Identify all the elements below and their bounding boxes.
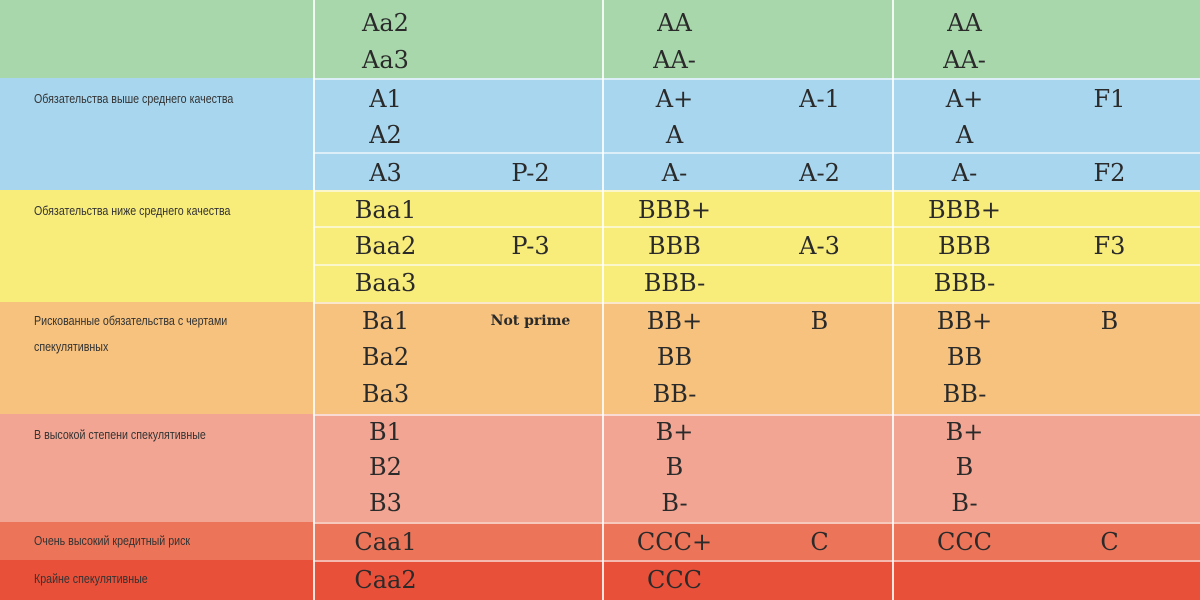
fitch-long-term-rating: A- [951,158,978,187]
band-high-quality [0,0,1200,78]
moodys-short-term-rating: P-3 [511,231,550,260]
category-very-high-risk: Очень высокий кредитный риск [34,533,191,548]
category-below-average: Обязательства ниже среднего качества [34,203,231,218]
sp-short-term-rating: B [810,306,829,335]
sp-long-term-rating: B- [661,488,688,517]
fitch-long-term-rating: BBB+ [927,195,1002,224]
fitch-long-term-rating: CCC [936,527,993,556]
band-above-average [0,78,1200,190]
fitch-long-term-rating: AA [947,8,982,37]
fitch-short-term-rating: F2 [1093,158,1126,187]
moodys-long-term-rating: Ba1 [361,306,410,335]
fitch-long-term-rating: B [955,452,974,481]
row-divider [313,226,1200,228]
sp-short-term-rating: A-2 [799,158,840,187]
moodys-long-term-rating: A1 [369,84,402,113]
category-above-average: Обязательства выше среднего качества [34,91,234,106]
column-divider [602,0,604,600]
moodys-long-term-rating: B1 [369,417,402,446]
moodys-long-term-rating: Baa1 [354,195,417,224]
fitch-long-term-rating: A+ [945,84,984,113]
fitch-long-term-rating: BB- [942,379,987,408]
moodys-long-term-rating: Ba2 [361,342,410,371]
moodys-long-term-rating: A2 [369,120,402,149]
row-divider [313,302,1200,304]
sp-long-term-rating: AA [657,8,692,37]
moodys-long-term-rating: Ba3 [361,379,410,408]
sp-long-term-rating: BB- [652,379,697,408]
moodys-long-term-rating: Aa3 [362,45,409,74]
sp-short-term-rating: A-3 [799,231,840,260]
fitch-long-term-rating: BB [946,342,983,371]
moodys-short-term-rating: P-2 [511,158,550,187]
sp-long-term-rating: CCC [646,565,703,594]
band-very-high-risk [0,522,1200,560]
band-below-average [0,190,1200,302]
fitch-long-term-rating: BB+ [936,306,993,335]
category-highly-speculative: В высокой степени спекулятивные [34,427,206,442]
fitch-short-term-rating: C [1100,527,1119,556]
sp-short-term-rating: C [810,527,829,556]
row-divider [313,190,1200,192]
moodys-long-term-rating: Caa2 [354,565,417,594]
sp-long-term-rating: BBB+ [637,195,712,224]
fitch-long-term-rating: AA- [943,45,986,74]
fitch-long-term-rating: B- [951,488,978,517]
row-divider [313,264,1200,266]
moodys-long-term-rating: B3 [369,488,402,517]
band-risky [0,302,1200,414]
fitch-long-term-rating: BBB- [933,268,996,297]
fitch-short-term-rating: B [1100,306,1119,335]
sp-long-term-rating: BB+ [646,306,703,335]
moodys-long-term-rating: Aa2 [362,8,409,37]
sp-long-term-rating: A+ [655,84,694,113]
moodys-short-term-rating: Not prime [490,312,571,329]
moodys-long-term-rating: Caa1 [354,527,417,556]
band-highly-speculative [0,414,1200,522]
category-risky: Рискованные обязательства с чертами спек… [34,313,228,354]
fitch-long-term-rating: BBB [938,231,991,260]
moodys-long-term-rating: Baa3 [354,268,417,297]
moodys-long-term-rating: B2 [369,452,402,481]
fitch-short-term-rating: F3 [1093,231,1126,260]
row-divider [313,522,1200,524]
sp-long-term-rating: AA- [653,45,696,74]
fitch-long-term-rating: B+ [945,417,984,446]
sp-long-term-rating: BBB- [643,268,706,297]
sp-long-term-rating: A [665,120,684,149]
fitch-short-term-rating: F1 [1093,84,1126,113]
fitch-long-term-rating: A [955,120,974,149]
sp-long-term-rating: CCC+ [636,527,713,556]
row-divider [313,560,1200,562]
category-extremely-speculative: Крайне спекулятивные [34,571,148,586]
sp-long-term-rating: B+ [655,417,694,446]
column-divider [892,0,894,600]
sp-long-term-rating: A- [661,158,688,187]
sp-long-term-rating: BBB [648,231,701,260]
sp-long-term-rating: B [665,452,684,481]
row-divider [313,414,1200,416]
row-divider [313,78,1200,80]
column-divider [313,0,315,600]
row-divider [313,152,1200,154]
moodys-long-term-rating: Baa2 [354,231,417,260]
sp-short-term-rating: A-1 [799,84,840,113]
sp-long-term-rating: BB [656,342,693,371]
moodys-long-term-rating: A3 [369,158,402,187]
band-extremely-speculative [0,560,1200,600]
